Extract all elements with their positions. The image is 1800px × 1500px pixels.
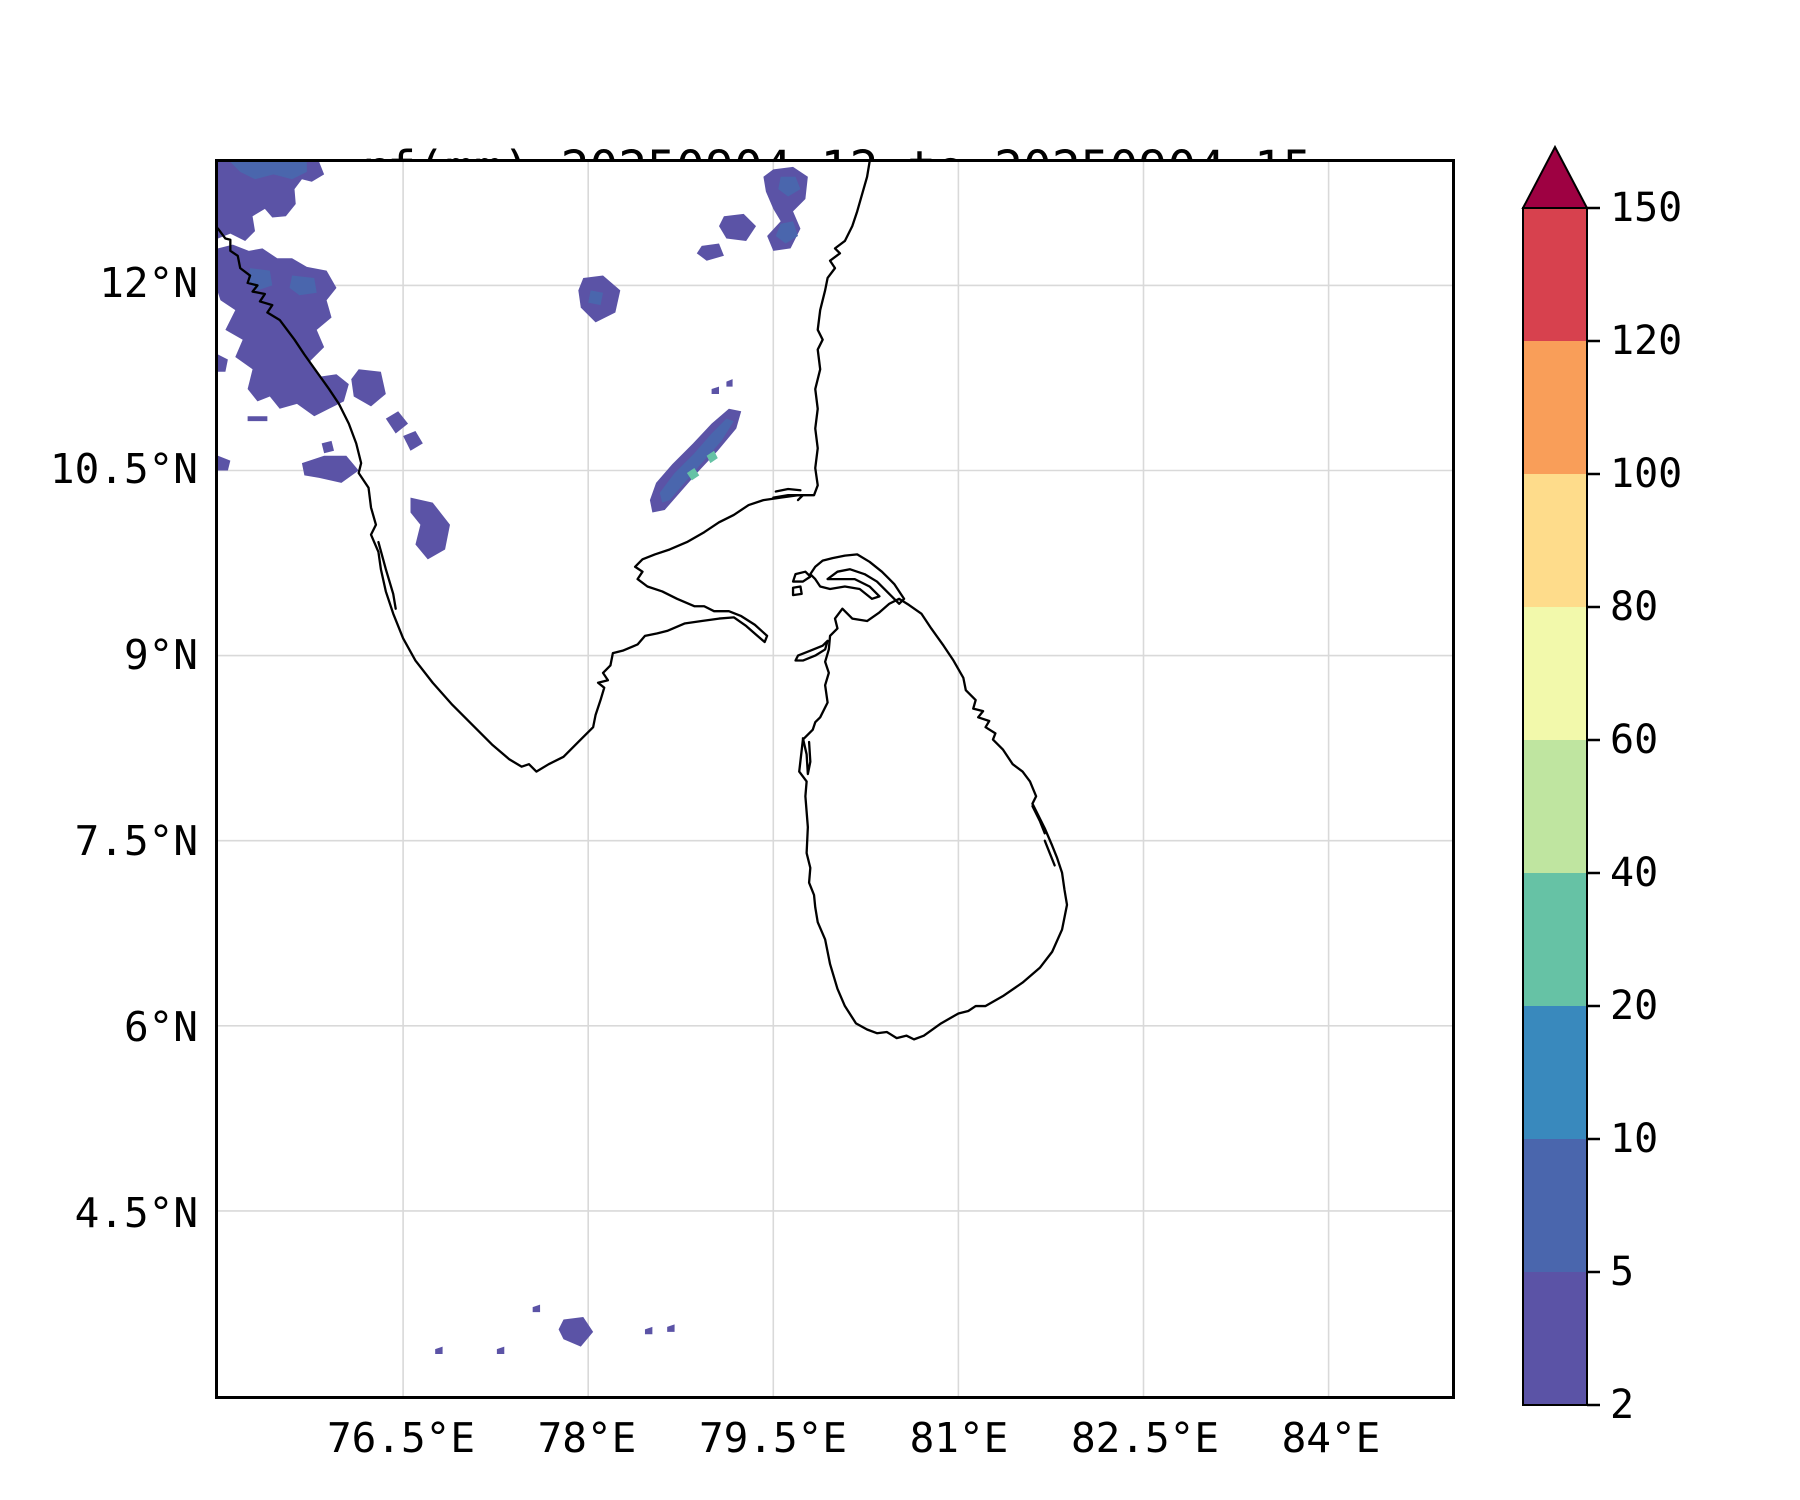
y-tick-label-7.5: 7.5°N	[74, 817, 198, 865]
rain-patch-2-5mm	[719, 213, 757, 241]
colorbar-segment	[1523, 1006, 1587, 1140]
coastline-india-south-coast	[218, 162, 870, 772]
x-tick-label-79.5: 79.5°E	[698, 1414, 848, 1462]
colorbar-over-arrow	[1521, 145, 1589, 209]
rain-patch-2-5mm	[218, 455, 231, 471]
x-tick-label-84: 84°E	[1281, 1414, 1381, 1462]
map-canvas	[218, 162, 1452, 1396]
rain-patch-2-5mm	[218, 244, 349, 417]
rain-patch-5-10mm	[588, 290, 604, 306]
rain-patch-5-10mm	[778, 176, 801, 197]
coastline-puttalam-lagoon	[803, 738, 810, 774]
colorbar-tick-label-10: 10	[1610, 1116, 1659, 1162]
rain-patch-20-40mm	[706, 450, 718, 464]
coastline-sri-lanka-mainland	[799, 599, 1067, 1040]
rain-patch-5-10mm	[289, 275, 317, 296]
rain-patch-2-5mm	[644, 1326, 653, 1335]
rain-patch-2-5mm	[351, 369, 386, 407]
coastline-batticaloa-lagoon-b	[1045, 841, 1055, 866]
colorbar-segment	[1523, 873, 1587, 1007]
x-tick-label-76.5: 76.5°E	[326, 1414, 476, 1462]
rain-patch-5-10mm	[230, 162, 307, 180]
rain-patch-2-5mm	[385, 411, 409, 434]
rain-patch-2-5mm	[711, 386, 720, 394]
colorbar-segment	[1523, 341, 1587, 475]
y-tick-label-12: 12°N	[99, 259, 198, 307]
colorbar-segment	[1523, 474, 1587, 608]
y-tick-label-10.5: 10.5°N	[49, 445, 198, 493]
rain-patch-5-10mm	[659, 418, 734, 503]
colorbar-tick-label-20: 20	[1610, 983, 1659, 1029]
rain-patch-2-5mm	[558, 1317, 594, 1347]
rain-patch-2-5mm	[726, 379, 733, 387]
rain-patch-2-5mm	[321, 440, 334, 454]
rain-patch-2-5mm	[218, 354, 228, 372]
y-tick-label-6: 6°N	[123, 1003, 198, 1051]
rain-patch-2-5mm	[496, 1346, 505, 1355]
y-tick-label-4.5: 4.5°N	[74, 1189, 198, 1237]
colorbar-tick-label-40: 40	[1610, 850, 1659, 896]
coastline-jaffna-islet-west	[793, 572, 810, 582]
rain-patch-2-5mm	[301, 455, 359, 483]
x-tick-label-78: 78°E	[537, 1414, 637, 1462]
rain-patch-2-5mm	[403, 431, 423, 451]
colorbar-segment	[1523, 1272, 1587, 1406]
rain-patch-5-10mm	[775, 221, 798, 244]
coastline-point-calimere-lagoon-b	[773, 495, 803, 500]
rain-patch-20-40mm	[686, 468, 700, 481]
rain-patch-2-5mm	[218, 162, 325, 241]
colorbar-segment	[1523, 208, 1587, 342]
colorbar-segment	[1523, 607, 1587, 741]
coastline-kerala-backwater	[378, 542, 395, 609]
colorbar-tick-label-2: 2	[1610, 1382, 1635, 1428]
rain-patch-2-5mm	[435, 1346, 443, 1355]
coastline-point-calimere-lagoon-a	[776, 489, 801, 491]
colorbar-outline	[1522, 207, 1588, 1406]
y-tick-label-9: 9°N	[123, 631, 198, 679]
rain-patch-2-5mm	[247, 416, 268, 422]
coastline-jaffna-peninsula	[810, 554, 904, 603]
rain-patch-2-5mm	[410, 497, 450, 560]
x-tick-label-81: 81°E	[909, 1414, 1009, 1462]
coastline-delft-island	[793, 586, 802, 595]
colorbar-tick-label-80: 80	[1610, 584, 1659, 630]
colorbar-tick-label-100: 100	[1610, 451, 1683, 497]
colorbar-tick-label-150: 150	[1610, 185, 1683, 231]
rain-patch-2-5mm	[696, 243, 724, 261]
coastline-batticaloa-lagoon-a	[1032, 806, 1044, 833]
colorbar-tick-label-5: 5	[1610, 1249, 1635, 1295]
colorbar-tick-label-120: 120	[1610, 318, 1683, 364]
coastline-mannar-island	[796, 641, 828, 661]
colorbar-segment	[1523, 740, 1587, 874]
x-tick-label-82.5: 82.5°E	[1070, 1414, 1220, 1462]
rain-patch-2-5mm	[532, 1304, 541, 1313]
colorbar-tick-label-60: 60	[1610, 717, 1659, 763]
colorbar	[1521, 145, 1600, 1407]
map-axes	[215, 159, 1455, 1399]
rain-patch-2-5mm	[667, 1324, 675, 1332]
colorbar-segment	[1523, 1139, 1587, 1273]
